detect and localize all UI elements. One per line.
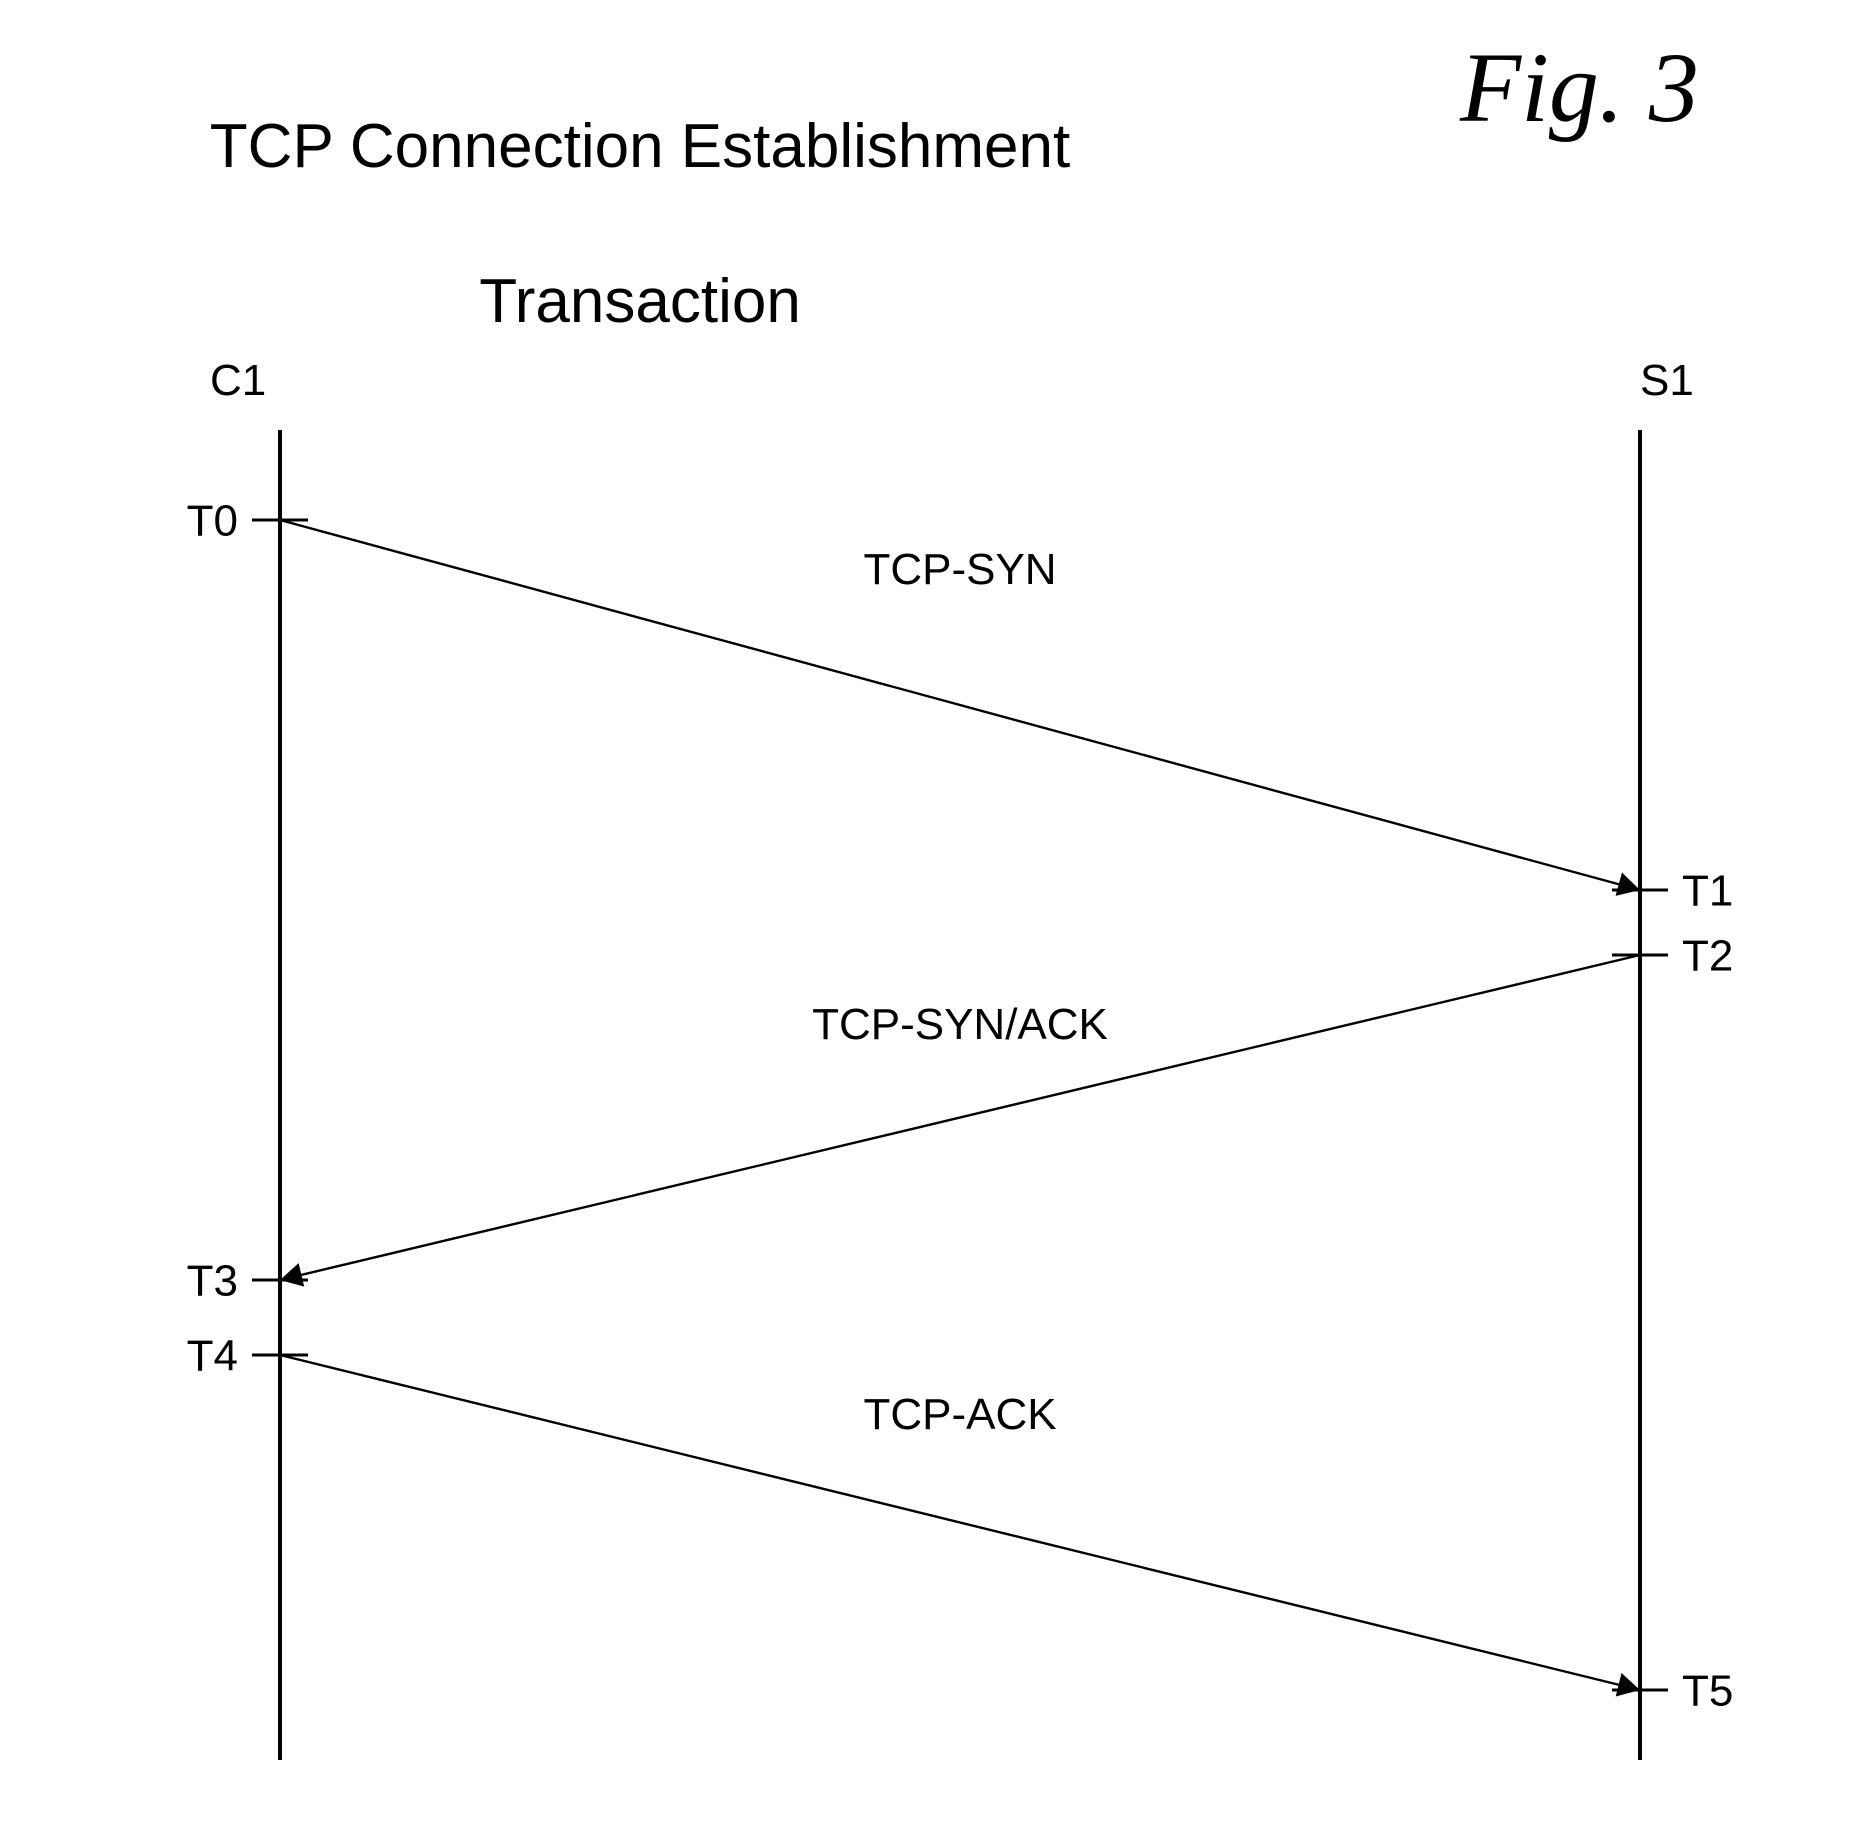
tick-label-t4: T4 [187,1331,238,1380]
page: TCP Connection Establishment Transaction… [0,0,1851,1824]
tick-label-t0: T0 [187,496,238,545]
message-arrow-2-arrowhead [1616,1673,1640,1696]
tick-label-t2: T2 [1682,931,1733,980]
message-label-1: TCP-SYN/ACK [812,1000,1108,1049]
message-label-2: TCP-ACK [863,1390,1056,1439]
sequence-diagram: C1 S1 T0 T1 T2 T3 T4 T5 TCP-SYN TCP-SYN/ACK TCP-AC… [0,0,1851,1824]
tick-label-t1: T1 [1682,866,1733,915]
message-arrow-0-arrowhead [1616,873,1640,896]
message-arrow-1-arrowhead [280,1263,304,1287]
endpoint-label-c1: C1 [210,356,266,405]
endpoint-label-s1: S1 [1640,356,1694,405]
tick-label-t3: T3 [187,1256,238,1305]
message-label-0: TCP-SYN [863,545,1056,594]
tick-label-t5: T5 [1682,1666,1733,1715]
